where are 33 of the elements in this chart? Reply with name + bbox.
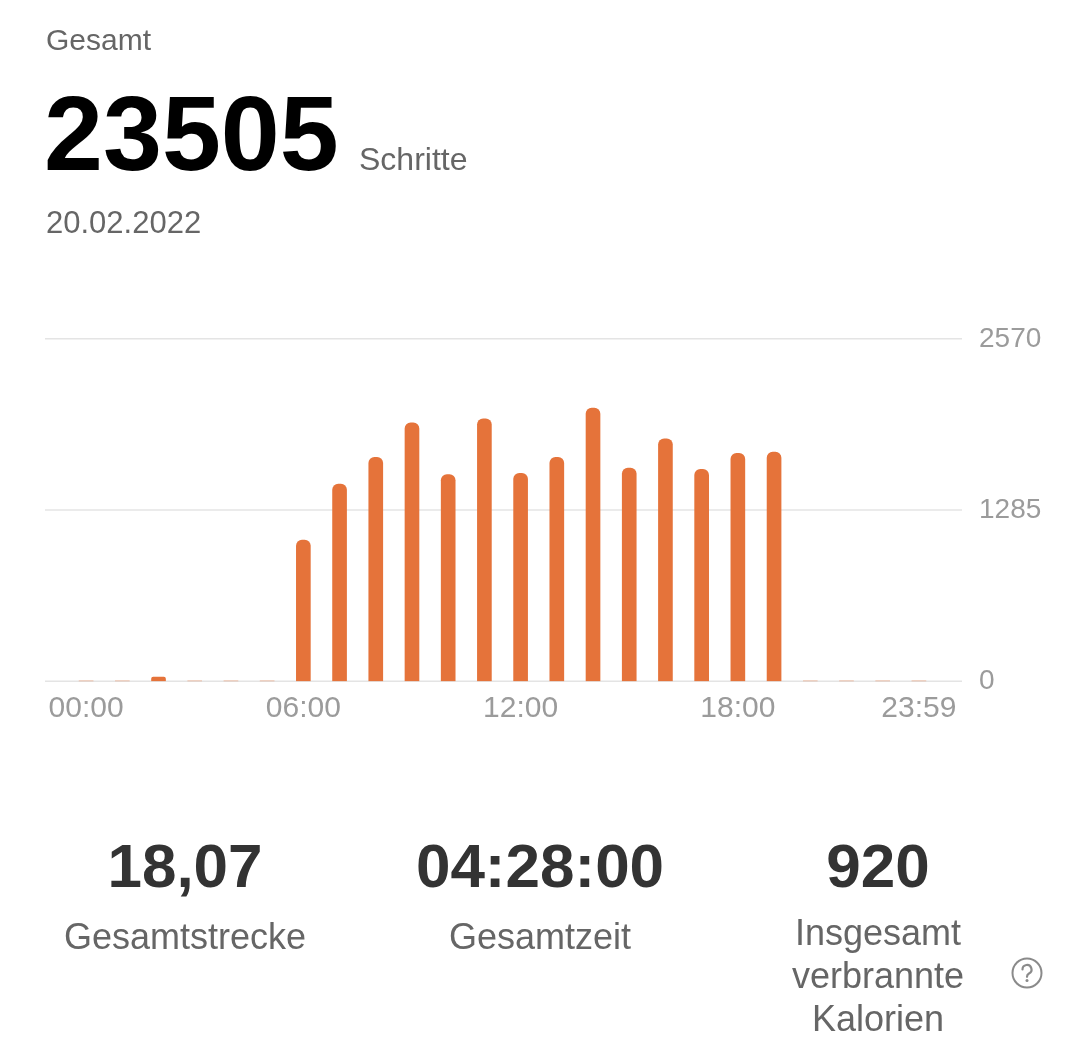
bar	[621, 467, 637, 682]
y-tick-label: 2570	[979, 321, 1042, 353]
bar	[730, 453, 746, 682]
bar	[296, 539, 311, 682]
x-tick-label: 18:00	[700, 690, 776, 724]
text: Schritte	[359, 141, 468, 177]
text: 04:28:00	[414, 831, 666, 900]
text: 20.02.2022	[46, 205, 202, 240]
text: 23505	[44, 74, 339, 192]
bar	[332, 483, 347, 682]
x-tick-label: 23:59	[881, 690, 957, 724]
bar	[549, 457, 565, 682]
text: Insgesamt verbrannte Kalorien	[790, 911, 966, 1040]
bar	[368, 457, 384, 682]
bar	[766, 451, 782, 682]
y-tick-label: 1285	[979, 492, 1042, 524]
bar	[404, 422, 420, 682]
y-tick-label: 0	[979, 663, 995, 695]
bar	[440, 474, 456, 682]
bar	[694, 469, 709, 682]
chart-title: Gesamt	[46, 23, 152, 56]
x-tick-label: 06:00	[265, 690, 341, 724]
bar	[151, 676, 166, 682]
x-tick-label: 12:00	[483, 690, 559, 724]
bar	[585, 407, 601, 682]
bar	[658, 438, 673, 682]
text: Gesamtstrecke	[62, 915, 308, 958]
text: Gesamtzeit	[447, 915, 633, 958]
bar	[513, 473, 528, 682]
text: 18,07	[106, 831, 264, 900]
bar	[477, 418, 492, 682]
x-tick-label: 00:00	[48, 690, 124, 724]
text: 920	[825, 831, 931, 900]
